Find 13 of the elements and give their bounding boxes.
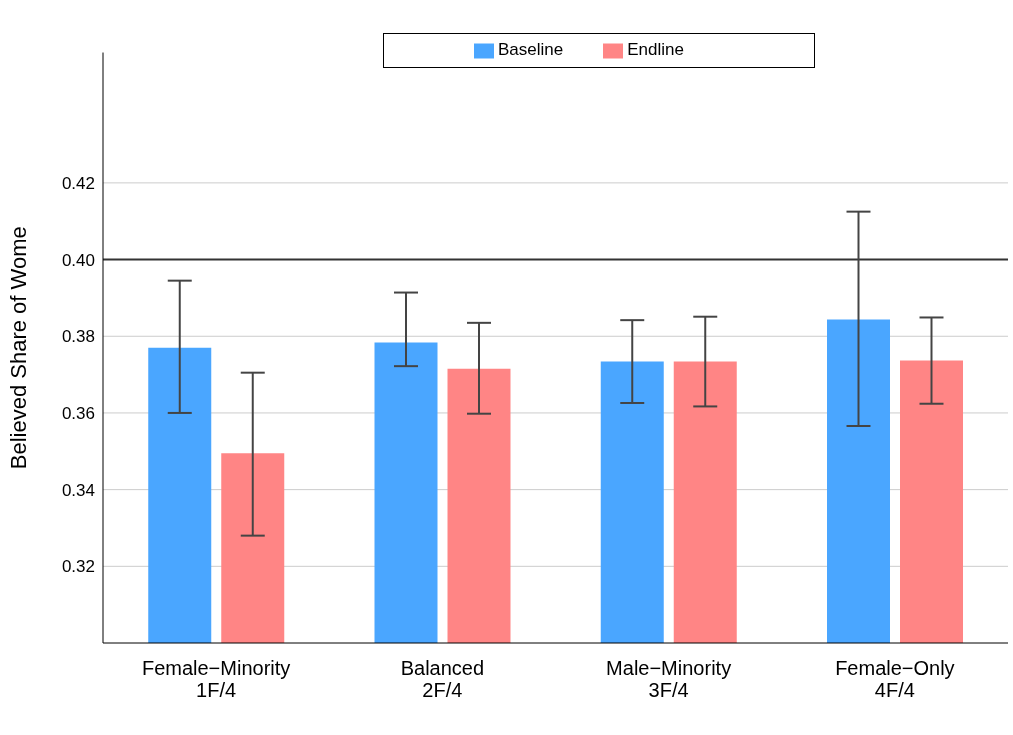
x-tick-label: Balanced 2F/4 (400, 657, 485, 701)
y-tick-label: 0.34 (61, 480, 95, 500)
x-tick-label: Female−Minority 1F/4 (141, 657, 291, 701)
y-tick-label: 0.42 (61, 173, 95, 193)
legend-label: Endline (627, 40, 684, 59)
y-tick-label: 0.38 (61, 327, 95, 347)
y-tick-label: 0.32 (61, 557, 95, 577)
x-tick-label: Female−Only 4F/4 (835, 657, 955, 701)
x-tick-label: Male−Minority 3F/4 (606, 657, 732, 701)
legend-label: Baseline (498, 40, 564, 59)
y-tick-label: 0.40 (61, 250, 95, 270)
y-tick-label: 0.36 (61, 403, 95, 423)
y-axis-title: Believed Share of Wome (5, 226, 31, 470)
